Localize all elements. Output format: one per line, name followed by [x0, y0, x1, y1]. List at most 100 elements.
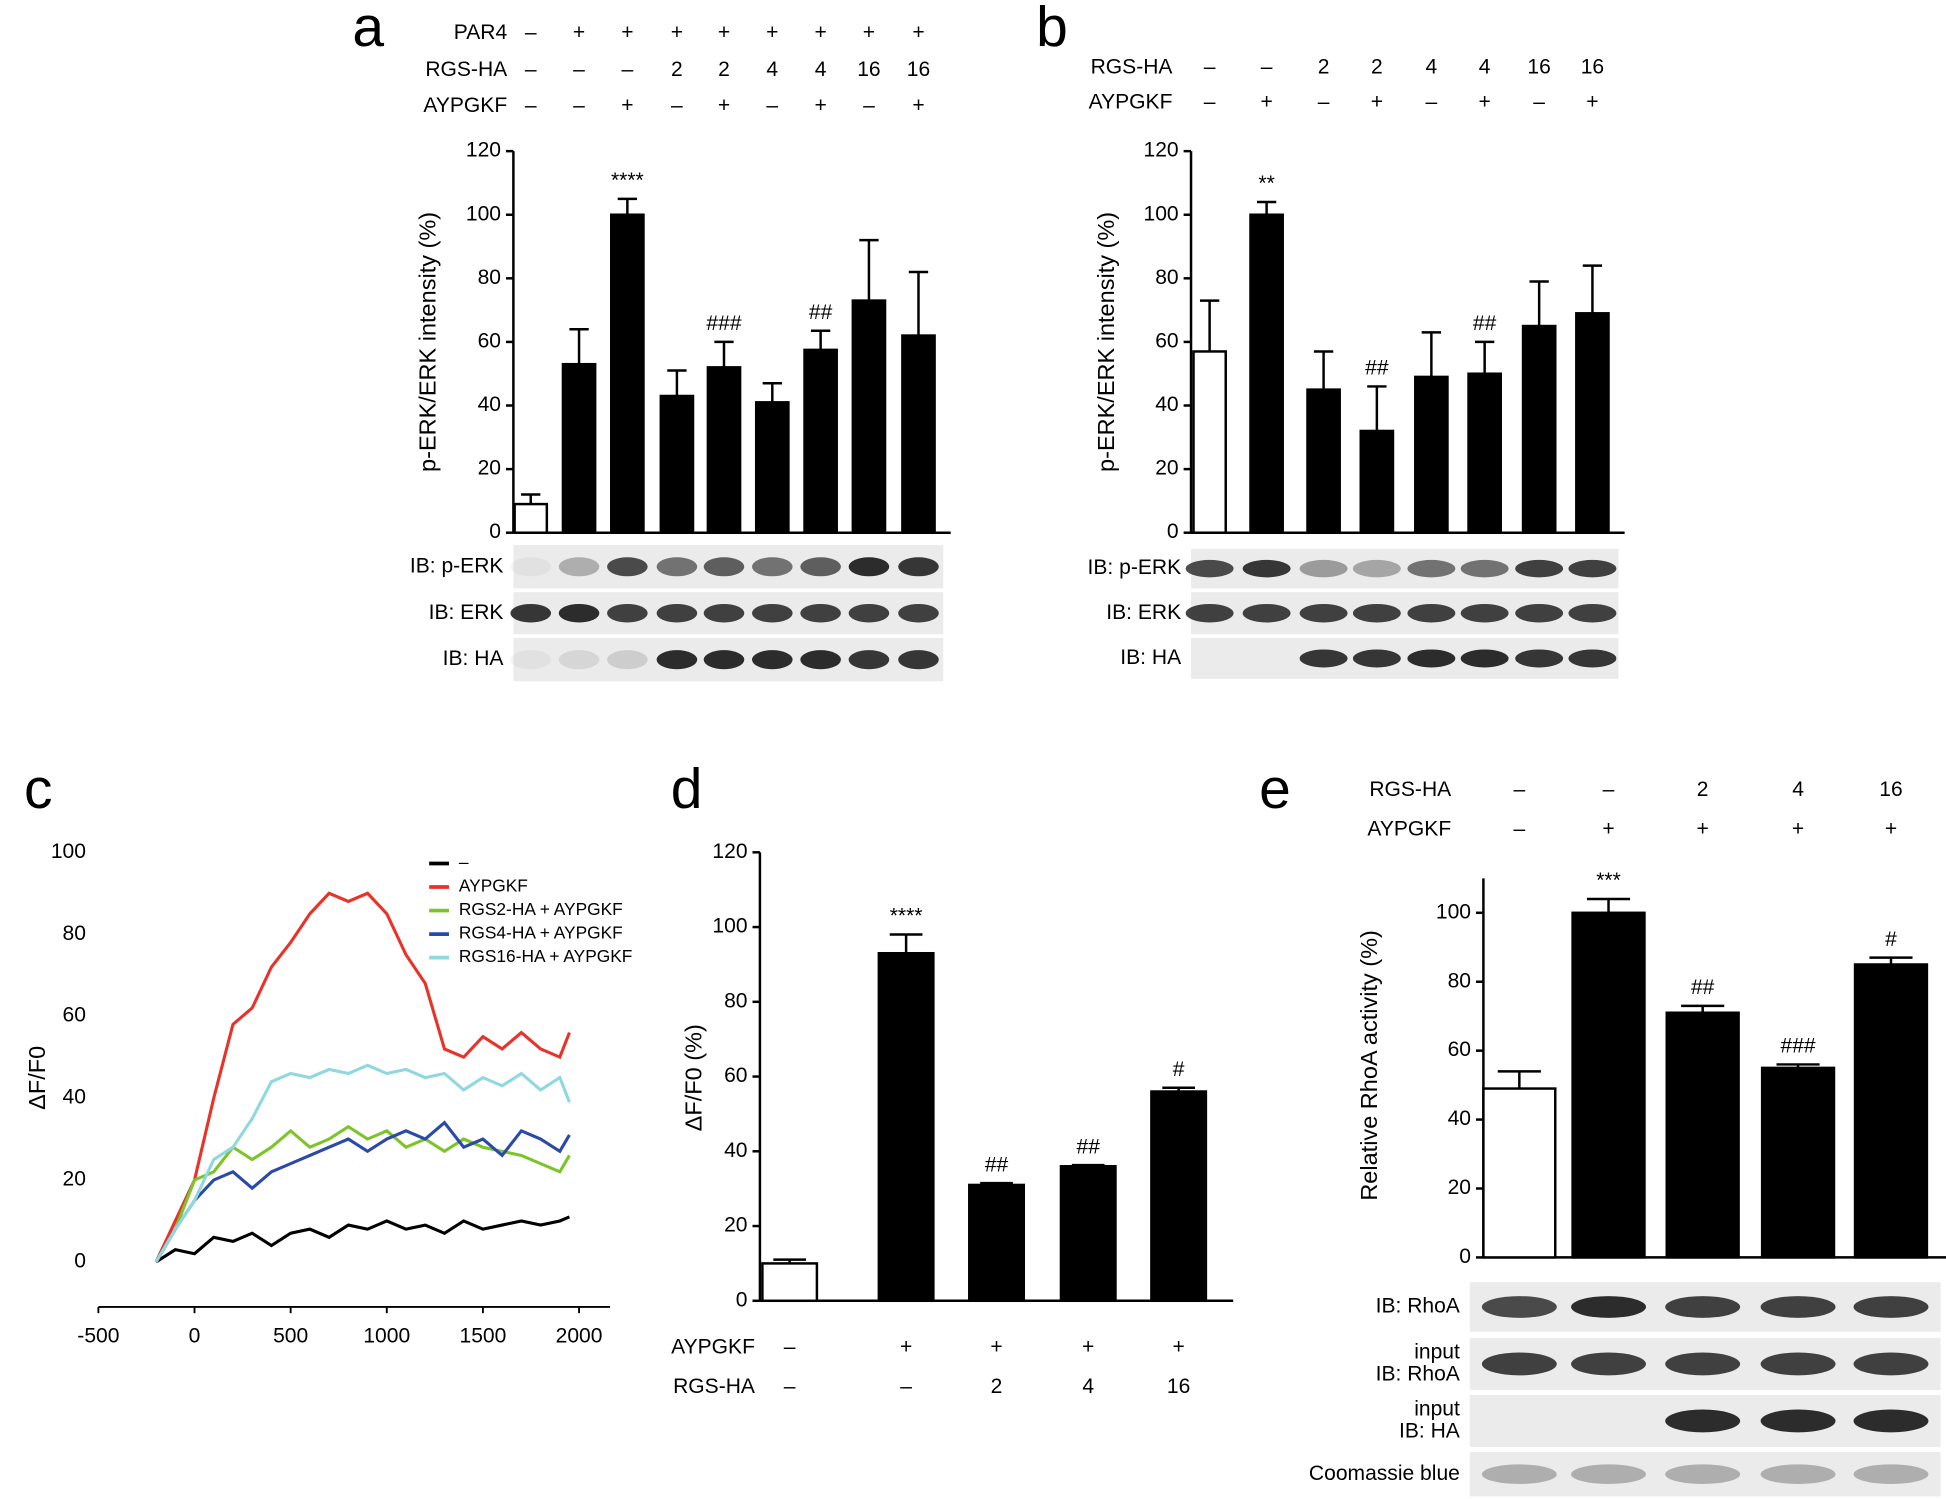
y-tick-label: 20 — [1155, 457, 1178, 480]
blot-band — [1571, 1296, 1646, 1318]
error-bar — [1681, 1004, 1725, 1013]
condition-value: + — [863, 21, 875, 44]
blot-band — [1515, 559, 1564, 578]
blot-band — [1665, 1464, 1741, 1485]
blot-label: IB: RhoA — [1376, 1295, 1460, 1318]
blot-band — [1407, 559, 1456, 578]
condition-value: 4 — [1426, 56, 1438, 79]
bar — [1575, 312, 1610, 534]
significance-label: *** — [1596, 869, 1621, 892]
error-bar — [667, 369, 687, 396]
blot-band — [1568, 649, 1617, 668]
significance-label: ## — [809, 301, 833, 324]
blot-band — [752, 557, 793, 577]
blot-band — [607, 603, 648, 623]
condition-value: + — [573, 21, 585, 44]
condition-value: – — [525, 94, 537, 117]
blot-label: Coomassie blue — [1309, 1462, 1460, 1485]
condition-label: RGS-HA — [673, 1375, 755, 1398]
bar — [1571, 911, 1646, 1259]
bar — [1359, 429, 1395, 534]
bar — [659, 394, 695, 534]
blot-band — [800, 650, 841, 670]
error-bar — [1497, 1070, 1541, 1089]
blot-band — [1568, 559, 1617, 578]
error-bar — [1313, 350, 1334, 390]
error-bar — [1162, 1086, 1196, 1092]
blot-band — [607, 557, 648, 577]
condition-value: – — [525, 21, 537, 44]
y-tick-label: 20 — [478, 457, 501, 480]
bar — [851, 299, 887, 534]
condition-value: – — [1603, 778, 1615, 801]
bar — [1414, 375, 1449, 534]
error-bar — [1529, 280, 1549, 327]
bar — [1249, 213, 1284, 534]
significance-label: ## — [1365, 357, 1389, 380]
condition-value: 16 — [1527, 56, 1550, 79]
bar — [610, 213, 645, 534]
x-tick-label: 500 — [273, 1324, 308, 1347]
condition-value: – — [784, 1335, 796, 1358]
condition-label: AYPGKF — [423, 94, 507, 117]
error-bar — [980, 1181, 1013, 1185]
error-bar — [569, 327, 589, 365]
blot-band — [558, 650, 600, 670]
blot-band — [1460, 559, 1509, 578]
significance-label: # — [1173, 1058, 1185, 1081]
legend-label: AYPGKF — [459, 876, 528, 896]
significance-label: ** — [1258, 172, 1274, 195]
bar — [1521, 324, 1557, 534]
blot-band — [1352, 603, 1401, 623]
y-tick-label: 100 — [466, 202, 501, 225]
significance-label: ### — [1781, 1035, 1816, 1058]
y-tick-label: 120 — [1144, 139, 1179, 162]
condition-value: + — [900, 1335, 912, 1358]
blot-band — [800, 603, 841, 623]
condition-value: 4 — [1792, 778, 1804, 801]
x-tick-label: 0 — [189, 1324, 201, 1347]
condition-value: – — [1513, 818, 1525, 841]
condition-value: + — [1371, 90, 1383, 113]
blot-band — [1460, 649, 1509, 668]
blot-band — [1853, 1464, 1929, 1485]
blot-band — [1853, 1409, 1929, 1433]
blot-band — [1407, 649, 1456, 668]
error-bar — [1367, 385, 1387, 431]
error-bar — [521, 493, 541, 505]
condition-value: 4 — [1082, 1375, 1094, 1398]
error-bar — [859, 238, 879, 301]
blot-band — [656, 650, 698, 670]
y-tick-label: 60 — [1155, 329, 1178, 352]
bar — [761, 1262, 819, 1303]
panel-letter: a — [352, 0, 384, 59]
blot-band — [1665, 1296, 1741, 1318]
blot-band — [1299, 559, 1348, 578]
error-bar — [1586, 897, 1631, 913]
condition-value: 4 — [815, 58, 827, 81]
bar — [706, 366, 742, 534]
panel-letter: b — [1036, 0, 1068, 59]
condition-value: 16 — [907, 58, 930, 81]
bar — [803, 348, 838, 534]
y-axis-label: p-ERK/ERK intensity (%) — [414, 212, 440, 472]
significance-label: **** — [611, 169, 644, 192]
bar — [1306, 388, 1341, 534]
blot-band — [656, 603, 698, 623]
blot-band — [1299, 603, 1348, 623]
y-tick-label: 60 — [724, 1064, 747, 1087]
significance-label: **** — [890, 905, 923, 928]
legend-label: RGS4-HA + AYPGKF — [459, 923, 623, 943]
bar — [1760, 1066, 1836, 1259]
blot-label: IB: p-ERK — [1088, 556, 1182, 579]
condition-value: 4 — [766, 58, 778, 81]
blot-band — [1665, 1409, 1741, 1433]
error-bar — [810, 329, 831, 350]
bar — [1665, 1011, 1740, 1259]
blot-band — [703, 557, 745, 577]
blot-band — [510, 557, 552, 577]
y-tick-label: 80 — [63, 922, 86, 945]
condition-value: + — [1586, 90, 1598, 113]
y-tick-label: 60 — [1448, 1038, 1471, 1061]
